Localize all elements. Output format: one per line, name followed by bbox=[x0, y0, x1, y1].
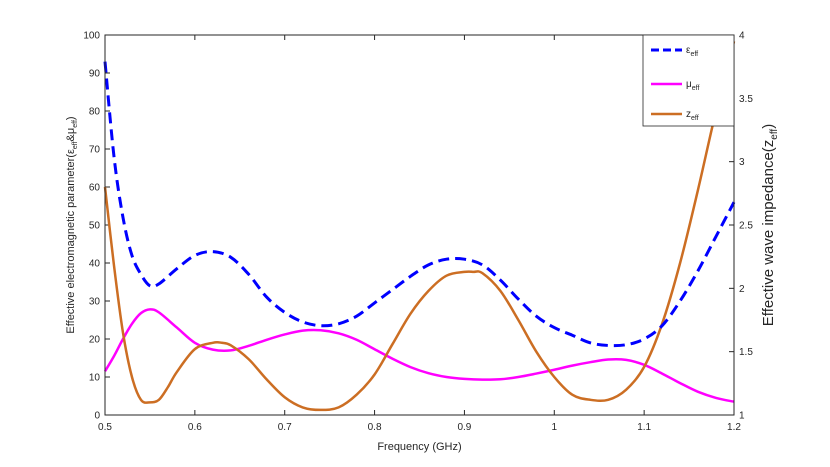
y-left-tick-label: 80 bbox=[89, 107, 101, 118]
x-tick-label: 1.1 bbox=[637, 422, 651, 433]
series-layer bbox=[103, 41, 736, 412]
legend: εeff μeff zeff bbox=[642, 34, 735, 127]
y-left-tick-label: 40 bbox=[89, 259, 101, 270]
legend-label-mu: μeff bbox=[686, 79, 699, 92]
y-left-tick-label: 50 bbox=[89, 221, 101, 232]
x-tick-label: 1 bbox=[552, 422, 558, 433]
y-left-tick-label: 90 bbox=[89, 69, 101, 80]
y-left-tick-label: 0 bbox=[94, 411, 100, 422]
x-tick-label: 0.9 bbox=[457, 422, 471, 433]
y-right-tick-label: 4 bbox=[739, 31, 745, 42]
y-axis-right-title: Effective wave impedance(zeff) bbox=[760, 124, 780, 326]
y-left-tick-label: 60 bbox=[89, 183, 101, 194]
y-axis-left-title: Effective electromagnetic parameter(εeff… bbox=[65, 116, 79, 333]
x-tick-label: 0.8 bbox=[368, 422, 382, 433]
x-tick-label: 0.6 bbox=[188, 422, 202, 433]
y-left-tick-label: 100 bbox=[83, 31, 100, 42]
y-right-tick-label: 1 bbox=[739, 411, 745, 422]
x-tick-label: 0.7 bbox=[278, 422, 292, 433]
x-tick-label: 0.5 bbox=[98, 422, 112, 433]
tick-labels: 0.5 0.6 0.7 0.8 0.9 1 1.1 1.2 0 10 20 30 40 50 60 70 80 9… bbox=[83, 31, 753, 434]
y-right-tick-label: 3.5 bbox=[739, 94, 753, 105]
plot-area bbox=[105, 35, 734, 415]
y-left-tick-label: 30 bbox=[89, 297, 101, 308]
y-right-tick-label: 3 bbox=[739, 157, 745, 168]
y-left-tick-label: 10 bbox=[89, 373, 101, 384]
series-line-z bbox=[103, 41, 736, 412]
legend-label-z: zeff bbox=[686, 109, 699, 122]
y-left-tick-label: 20 bbox=[89, 335, 101, 346]
plot-frame bbox=[104, 34, 735, 416]
x-tick-label: 1.2 bbox=[727, 422, 741, 433]
series-line-eps bbox=[103, 61, 736, 348]
legend-label-eps: εeff bbox=[686, 45, 698, 58]
series-line-mu bbox=[103, 308, 735, 403]
x-axis-title: Frequency (GHz) bbox=[377, 441, 461, 453]
y-right-tick-label: 2.5 bbox=[739, 221, 753, 232]
y-right-tick-label: 1.5 bbox=[739, 347, 753, 358]
y-right-tick-label: 2 bbox=[739, 284, 745, 295]
y-left-tick-label: 70 bbox=[89, 145, 101, 156]
